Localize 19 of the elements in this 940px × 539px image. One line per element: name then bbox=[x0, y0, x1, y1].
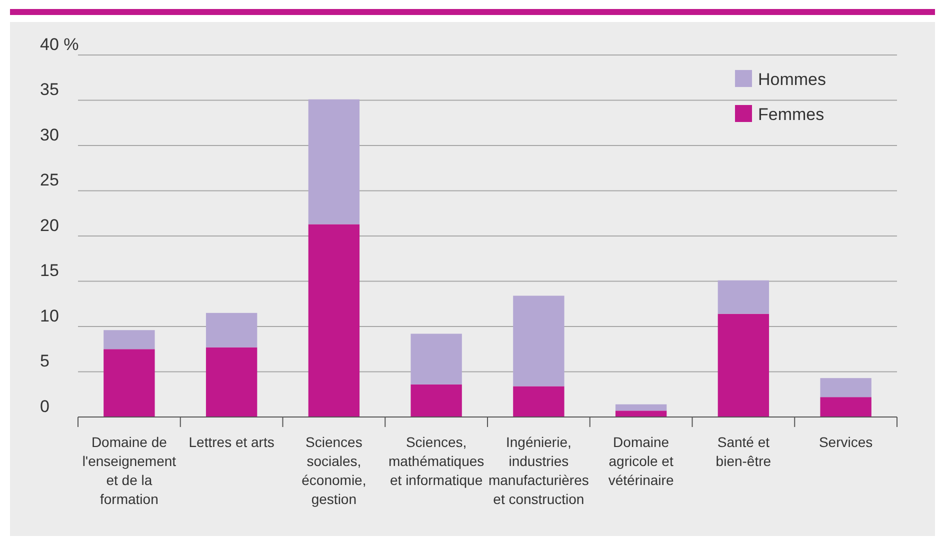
x-tick-label: Domaine agricole et vétérinaire bbox=[608, 434, 674, 488]
x-tick-label: Santé et bien-être bbox=[716, 434, 772, 469]
x-tick-label: Lettres et arts bbox=[188, 434, 274, 450]
y-tick-label: 25 bbox=[40, 170, 59, 190]
x-tick-label: Sciences, mathématiques et informatique bbox=[388, 434, 484, 488]
y-tick-label: 30 bbox=[40, 125, 59, 144]
legend-label: Hommes bbox=[758, 70, 826, 89]
y-tick-label: 40 % bbox=[40, 34, 79, 54]
x-tick-label: Sciences sociales, économie, gestion bbox=[302, 434, 366, 507]
y-tick-label: 35 bbox=[40, 80, 59, 100]
y-tick-label: 10 bbox=[40, 306, 59, 326]
x-tick-label: Services bbox=[818, 434, 873, 450]
y-tick-label: 15 bbox=[40, 261, 59, 280]
legend-label: Femmes bbox=[758, 105, 824, 124]
x-tick-label: Domaine de l'enseignement et de la formation bbox=[82, 434, 176, 507]
x-tick-label: Ingénierie, industries manufacturières et construction bbox=[488, 434, 589, 507]
y-tick-label: 5 bbox=[40, 352, 50, 371]
y-tick-label: 0 bbox=[40, 396, 50, 416]
y-tick-label: 20 bbox=[40, 216, 59, 235]
